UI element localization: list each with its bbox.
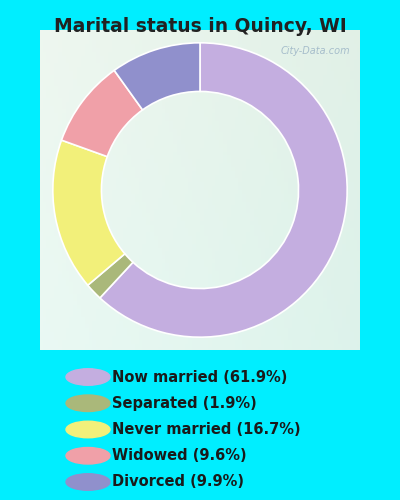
Circle shape (66, 448, 110, 464)
Wedge shape (100, 43, 347, 337)
Text: Separated (1.9%): Separated (1.9%) (112, 396, 257, 411)
Text: City-Data.com: City-Data.com (281, 46, 350, 56)
Circle shape (66, 369, 110, 385)
Text: Widowed (9.6%): Widowed (9.6%) (112, 448, 247, 463)
Circle shape (66, 421, 110, 438)
Circle shape (66, 474, 110, 490)
Text: Now married (61.9%): Now married (61.9%) (112, 370, 287, 384)
Wedge shape (88, 254, 133, 298)
Wedge shape (114, 43, 200, 110)
Wedge shape (62, 70, 142, 156)
Text: Marital status in Quincy, WI: Marital status in Quincy, WI (54, 18, 346, 36)
Text: Never married (16.7%): Never married (16.7%) (112, 422, 301, 437)
Wedge shape (53, 140, 125, 285)
Text: Divorced (9.9%): Divorced (9.9%) (112, 474, 244, 490)
Circle shape (66, 395, 110, 411)
